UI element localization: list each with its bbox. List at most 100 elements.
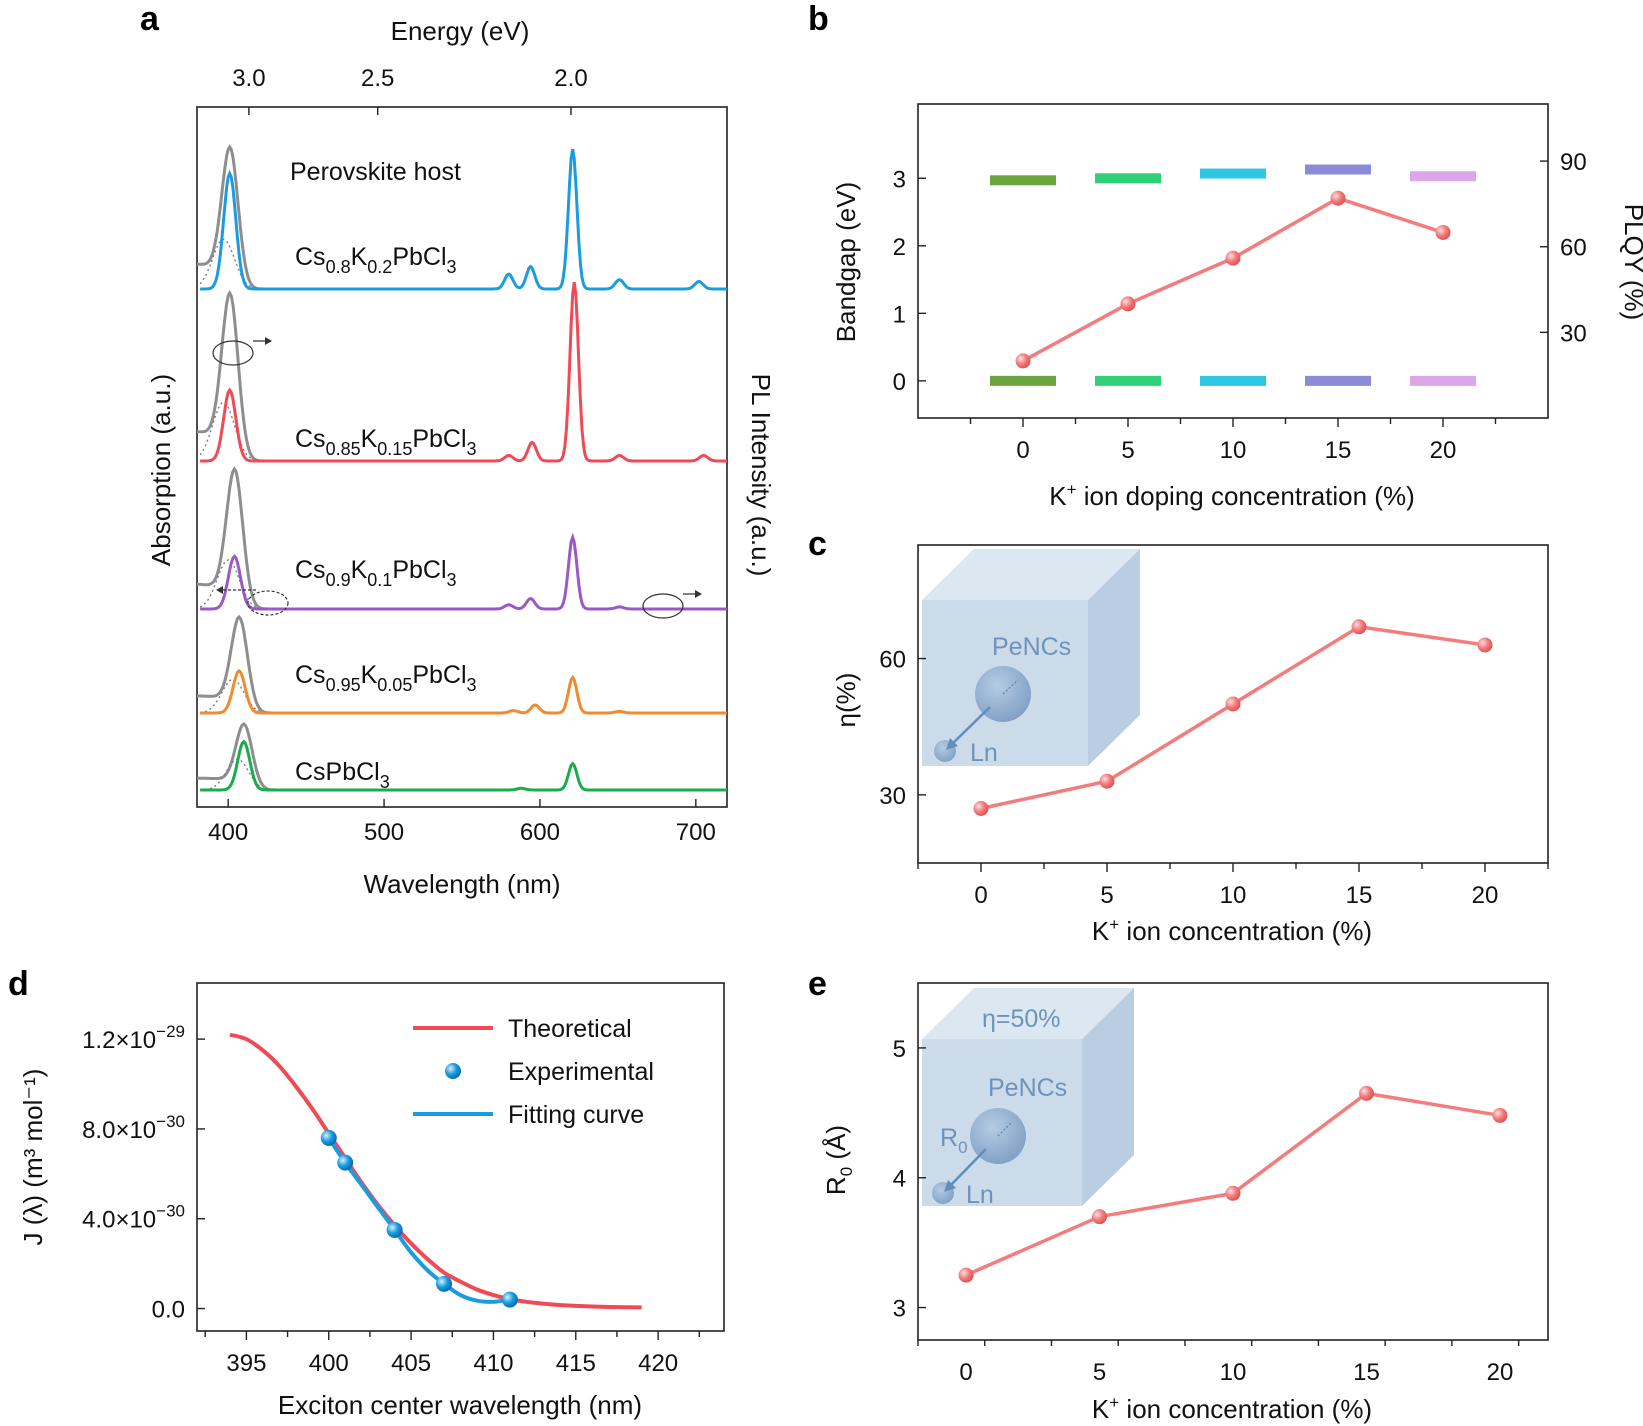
panel-c-inset-cube [922, 549, 1140, 766]
b-xtick-label: 10 [1220, 437, 1247, 464]
e-point [1358, 1085, 1374, 1101]
b-plqy-point [1435, 224, 1451, 240]
b-bandgap-bottom-bar [1305, 375, 1371, 386]
panel-b-plqy-series [1015, 190, 1451, 369]
e-xtick-label: 20 [1487, 1359, 1514, 1386]
absorption-curve-Cs0.9K0.1PbCl3 [197, 466, 310, 611]
series-label-CsPbCl3: CsPbCl3 [295, 758, 390, 792]
panel-c-y-axis-title: η(%) [831, 673, 861, 728]
b-plqy-point [1330, 190, 1346, 206]
c-ytick-label: 30 [879, 783, 906, 810]
b-xtick-label: 0 [1016, 437, 1029, 464]
panel-a-ln-pl-marker-arrow [642, 590, 702, 619]
d-xtick-label: 400 [309, 1350, 349, 1377]
panel-a-top-axis-title: Energy (eV) [391, 16, 530, 46]
c-point [973, 800, 989, 816]
panel-a-y2-axis-title: PL Intensity (a.u.) [746, 374, 776, 577]
panel-e-letter: e [808, 965, 827, 1003]
excitation-trace-Cs0.85K0.15PbCl3 [199, 401, 260, 462]
b-bandgap-top-bar [1410, 171, 1476, 182]
panel-c-ticks: 0 5 10 15 20 30 60 [879, 647, 1549, 909]
b-plqy-point [1015, 353, 1031, 369]
e-ytick-label: 5 [893, 1036, 906, 1063]
panel-b-letter: b [808, 0, 829, 38]
e-ytick-label: 4 [893, 1166, 906, 1193]
b-bandgap-top-bar [990, 175, 1056, 186]
panel-e-series [958, 1085, 1508, 1283]
a-xtick-label: 400 [208, 819, 248, 846]
panel-a-series-labels: Cs0.8K0.2PbCl3 Cs0.85K0.15PbCl3 Cs0.9K0.1P… [295, 243, 477, 792]
panel-a-bottom-ticks: 400 500 600 700 [208, 799, 716, 846]
d-experimental-point [320, 1129, 337, 1146]
b-xtick-label: 5 [1121, 437, 1134, 464]
legend-theoretical-label: Theoretical [508, 1015, 632, 1043]
series-label-Cs0.8K0.2PbCl3: Cs0.8K0.2PbCl3 [295, 243, 457, 277]
d-ytick-label: 4.0×10−30 [82, 1202, 185, 1234]
d-fitting-line [327, 1136, 511, 1304]
d-experimental-point [501, 1291, 518, 1308]
b-ytick-label: 3 [893, 166, 906, 193]
b-xtick-label: 15 [1325, 437, 1352, 464]
excitation-trace-Cs0.8K0.2PbCl3 [199, 238, 260, 290]
panel-a-abs-marker-arrow [212, 337, 272, 366]
d-experimental-point [337, 1154, 354, 1171]
b-bandgap-top-bar [1200, 168, 1266, 179]
panel-c: c PeNCs Ln 0 5 10 15 20 30 60 η(%) K+ ion conc… [808, 525, 1549, 946]
panel-d-x-axis-title: Exciton center wavelength (nm) [278, 1390, 642, 1420]
pl-curve-Cs0.8K0.2PbCl3 [200, 149, 727, 291]
panel-c-series [973, 619, 1493, 816]
c-ytick-label: 60 [879, 647, 906, 674]
panel-e-y-axis-title: R0 (Å) [821, 1125, 856, 1195]
panel-c-letter: c [808, 525, 827, 563]
panel-b: b 0 5 10 15 20 0 1 2 3 30 60 90 Bandgap (eV) PLQY (… [808, 0, 1643, 511]
d-xtick-label: 410 [473, 1350, 513, 1377]
panel-b-y2-axis-title: PLQY (%) [1619, 204, 1643, 321]
panel-a-letter: a [140, 0, 160, 38]
e-point [958, 1267, 974, 1283]
b-plqy-line [1022, 196, 1444, 363]
d-experimental-point [386, 1221, 403, 1238]
b-bandgap-top-bar [1305, 164, 1371, 175]
pl-curve-CsPbCl3 [200, 739, 727, 792]
c-xtick-label: 15 [1346, 882, 1373, 909]
panel-e-inset-host-label: PeNCs [988, 1074, 1067, 1102]
panel-d-frame [196, 982, 725, 1332]
d-ytick-label: 1.2×10−29 [82, 1022, 185, 1054]
b-bandgap-bottom-bar [990, 375, 1056, 386]
pl-curve-Cs0.9K0.1PbCl3 [200, 532, 727, 611]
b-bandgap-bottom-bar [1095, 375, 1161, 386]
panel-e-ticks: 0 5 10 15 20 3 4 5 [893, 1036, 1520, 1386]
panel-b-y-axis-title: Bandgap (eV) [831, 182, 861, 342]
e-point [1225, 1185, 1241, 1201]
a-x2tick-label: 2.5 [361, 65, 394, 92]
legend-experimental-label: Experimental [508, 1058, 654, 1086]
panel-e-frame [917, 982, 1549, 1341]
panel-d: d 395 400 405 410 415 420 0.0 4.0×10−30 8.0×10−3… [8, 965, 725, 1420]
c-point [1099, 773, 1115, 789]
d-ytick-label: 0.0 [152, 1297, 185, 1324]
d-xtick-label: 395 [226, 1350, 266, 1377]
b-y2tick-label: 60 [1560, 235, 1587, 262]
b-bandgap-bottom-bar [1200, 375, 1266, 386]
e-point [1492, 1107, 1508, 1123]
panel-d-ticks: 395 400 405 410 415 420 0.0 4.0×10−30 8.0×10−30 1… [82, 1022, 700, 1377]
a-x2tick-label: 2.0 [554, 65, 587, 92]
panel-a-curves [196, 144, 727, 792]
panel-c-inset-ion-label: Ln [970, 739, 998, 767]
pl-curve-Cs0.85K0.15PbCl3 [200, 282, 727, 463]
b-xtick-label: 20 [1430, 437, 1457, 464]
panel-d-legend: Theoretical Experimental Fitting curve [413, 1015, 654, 1129]
c-xtick-label: 20 [1472, 882, 1499, 909]
c-xtick-label: 5 [1100, 882, 1113, 909]
b-plqy-point [1225, 250, 1241, 266]
panel-b-x-axis-title: K+ ion doping concentration (%) [1049, 480, 1414, 511]
panel-a-host-pl-marker-arrow [216, 586, 289, 616]
legend-fitting-label: Fitting curve [508, 1101, 644, 1129]
panel-d-y-axis-title: J (λ) (m³ mol⁻¹) [18, 1069, 48, 1246]
b-bandgap-bottom-bar [1410, 375, 1476, 386]
b-y2tick-label: 30 [1560, 320, 1587, 347]
panel-e-inset-r0-label: R0 [940, 1124, 968, 1157]
b-bandgap-top-bar [1095, 173, 1161, 184]
legend-experimental-swatch [445, 1063, 461, 1079]
